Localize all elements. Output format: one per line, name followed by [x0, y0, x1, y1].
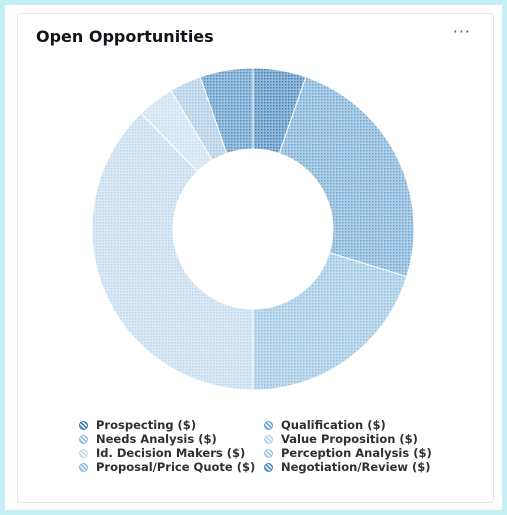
card-title: Open Opportunities	[36, 27, 214, 46]
legend-swatch	[264, 462, 273, 472]
legend-label: Needs Analysis ($)	[96, 432, 217, 446]
donut-slice-needs-analysis[interactable]	[252, 252, 408, 391]
donut-slices	[91, 67, 415, 391]
donut-slice-negotiation-review[interactable]	[199, 67, 254, 155]
legend-swatch	[79, 434, 88, 444]
legend-swatch	[79, 448, 88, 458]
legend-item-proposal-price-quote[interactable]: Proposal/Price Quote ($)	[79, 460, 264, 474]
legend-label: Id. Decision Makers ($)	[96, 446, 246, 460]
legend-item-qualification[interactable]: Qualification ($)	[264, 418, 439, 432]
legend-item-needs-analysis[interactable]: Needs Analysis ($)	[79, 432, 264, 446]
legend-label: Prospecting ($)	[96, 418, 197, 432]
legend-item-perception-analysis[interactable]: Perception Analysis ($)	[264, 446, 439, 460]
more-options-icon[interactable]: ···	[452, 22, 471, 41]
donut-slice-qualification[interactable]	[278, 76, 415, 278]
legend-swatch	[264, 420, 273, 430]
legend-swatch	[264, 448, 273, 458]
legend-label: Negotiation/Review ($)	[281, 460, 431, 474]
legend-item-prospecting[interactable]: Prospecting ($)	[79, 418, 264, 432]
legend-label: Qualification ($)	[281, 418, 386, 432]
legend-label: Perception Analysis ($)	[281, 446, 432, 460]
legend-item-value-proposition[interactable]: Value Proposition ($)	[264, 432, 439, 446]
legend-item-negotiation-review[interactable]: Negotiation/Review ($)	[264, 460, 439, 474]
legend-swatch	[264, 434, 273, 444]
legend-label: Proposal/Price Quote ($)	[96, 460, 256, 474]
legend-label: Value Proposition ($)	[281, 432, 418, 446]
donut-slice-value-proposition[interactable]	[91, 112, 254, 391]
chart-legend: Prospecting ($) Qualification ($) Needs …	[79, 418, 439, 474]
legend-swatch	[79, 420, 88, 430]
legend-item-id-decision-makers[interactable]: Id. Decision Makers ($)	[79, 446, 264, 460]
legend-swatch	[79, 462, 88, 472]
